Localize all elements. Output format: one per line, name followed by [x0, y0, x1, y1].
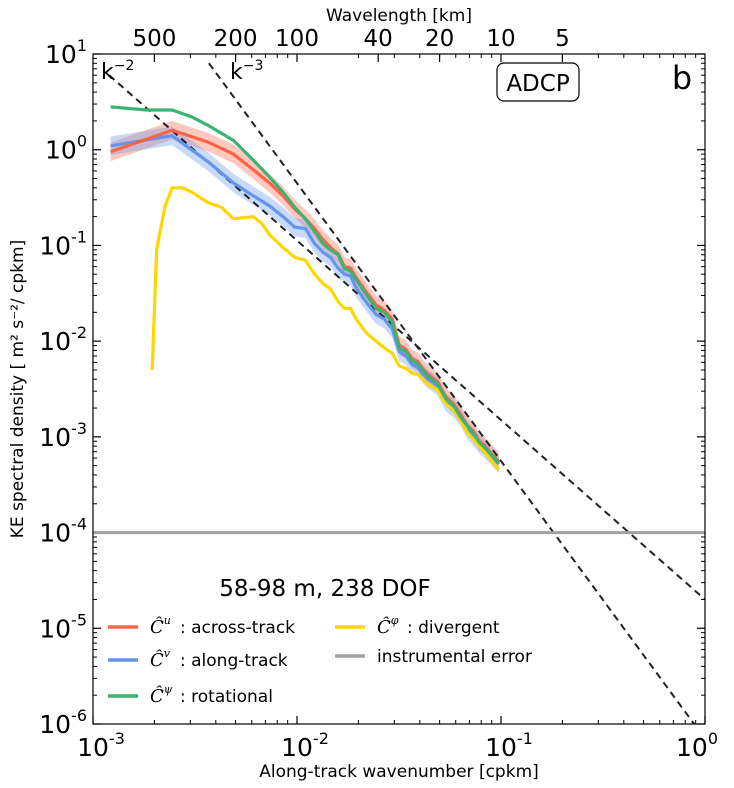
y-tick-label: 10-2: [39, 323, 87, 356]
reference-slope-line: [208, 62, 696, 724]
y-tick-label: 100: [45, 132, 87, 165]
legend-symbol: Ĉv: [150, 647, 171, 671]
annotation-box: [496, 62, 580, 102]
y-axis-label: KE spectral density [ m² s⁻²/ cpkm]: [8, 240, 28, 538]
series-line-divergent: [150, 186, 501, 471]
panel-label: b: [672, 59, 692, 97]
top-tick-label: 5: [555, 26, 570, 52]
top-tick-label: 200: [214, 26, 258, 52]
legend-symbol: Ĉu: [150, 614, 171, 638]
legend: Ĉu : across-track Ĉv : along-track Ĉψ : rotat…: [108, 614, 532, 707]
legend-symbol: Ĉψ: [150, 683, 173, 707]
legend-symbol: Ĉφ: [377, 614, 399, 638]
slope-k3-label: k−3: [230, 58, 263, 85]
legend-label: : along-track: [180, 651, 288, 671]
confidence-bands: [110, 120, 499, 474]
x-axis-ticks: 10-3 10-2 10-1 100: [77, 54, 718, 762]
y-tick-label: 101: [45, 36, 87, 69]
top-tick-label: 40: [364, 26, 393, 52]
top-tick-label: 10: [486, 26, 515, 52]
top-tick-label: 500: [132, 26, 176, 52]
y-axis-ticks: 101 100 10-1 10-2 10-3 10-4 10-5 10-6: [39, 36, 705, 739]
top-tick-label: 20: [425, 26, 454, 52]
series-line-rotational: [110, 105, 501, 465]
series-line-across-track: [110, 128, 501, 463]
x-tick-label: 10-2: [281, 729, 329, 762]
plot-frame: [92, 53, 706, 725]
chart-subtitle: 58-98 m, 238 DOF: [219, 576, 430, 602]
top-axis-label: Wavelength [km]: [326, 6, 472, 26]
y-tick-label: 10-4: [39, 515, 87, 548]
legend-label: : across-track: [180, 618, 295, 638]
legend-label: instrumental error: [377, 647, 532, 667]
top-axis-ticks: 500 200 100 40 20 10 5: [132, 26, 570, 62]
y-tick-label: 10-5: [39, 610, 87, 643]
x-tick-label: 10-1: [485, 729, 533, 762]
x-tick-label: 100: [676, 729, 718, 762]
confidence-band: [110, 120, 499, 472]
x-tick-label: 10-3: [77, 729, 125, 762]
y-tick-label: 10-3: [39, 419, 87, 452]
legend-label: : rotational: [180, 687, 273, 707]
confidence-band: [110, 126, 499, 474]
legend-label: : divergent: [407, 618, 500, 638]
top-tick-label: 100: [275, 26, 319, 52]
series-line-along-track: [110, 134, 501, 466]
y-tick-label: 10-1: [39, 227, 87, 260]
annotation-box-text: ADCP: [506, 71, 570, 97]
series-lines: [110, 105, 501, 471]
x-axis-label: Along-track wavenumber [cpkm]: [259, 762, 539, 782]
slope-k2-label: k−2: [101, 58, 134, 85]
y-tick-label: 10-6: [39, 706, 87, 739]
